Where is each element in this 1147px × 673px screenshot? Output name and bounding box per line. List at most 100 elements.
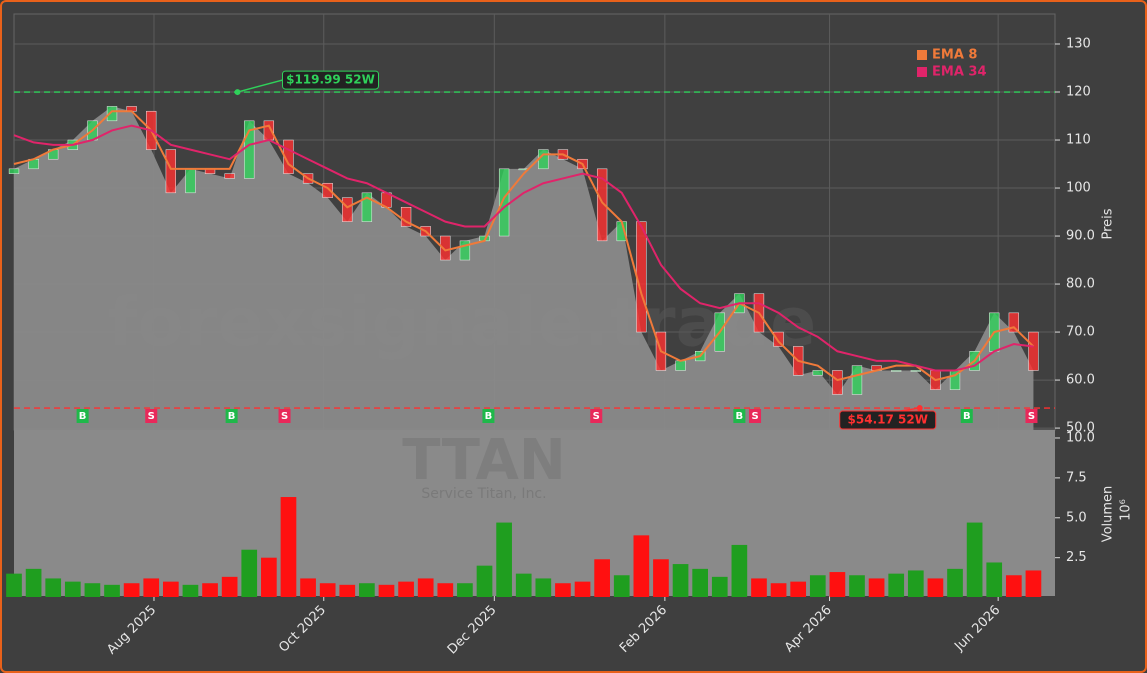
annotation-box bbox=[281, 70, 379, 90]
volume-bar bbox=[809, 575, 826, 597]
volume-bar bbox=[868, 578, 885, 597]
annotation-point bbox=[916, 405, 923, 412]
signal-box bbox=[1025, 409, 1038, 423]
y-tick-label: 90.0 bbox=[1066, 229, 1095, 244]
volume-bar bbox=[25, 568, 42, 597]
price-area bbox=[14, 106, 1034, 430]
legend-swatch bbox=[917, 50, 927, 60]
volume-bar bbox=[300, 578, 316, 597]
watermark-sub: Service Titan, Inc. bbox=[421, 486, 546, 502]
volume-bar bbox=[84, 583, 101, 597]
annotation-point bbox=[234, 89, 241, 96]
signal-label: S bbox=[593, 411, 600, 422]
volume-bar bbox=[496, 522, 512, 597]
candle bbox=[8, 168, 20, 174]
candle bbox=[342, 197, 353, 222]
volume-bar bbox=[280, 497, 297, 597]
x-tick-label: Jun 2026 bbox=[951, 603, 1003, 655]
signal-label: S bbox=[1028, 411, 1035, 422]
signal-box bbox=[733, 409, 746, 423]
x-tick-label: Aug 2025 bbox=[104, 603, 159, 658]
volume-bar bbox=[339, 584, 356, 597]
volume-bar bbox=[672, 564, 689, 597]
y-tick-label: 5.0 bbox=[1066, 510, 1087, 525]
volume-bar bbox=[1025, 570, 1042, 597]
annotation-arrow bbox=[237, 79, 283, 93]
volume-bar bbox=[6, 573, 22, 597]
volume-bar bbox=[398, 581, 414, 597]
candle bbox=[675, 360, 686, 371]
candle bbox=[636, 221, 647, 333]
volume-bar bbox=[221, 576, 238, 597]
y-axis-unit: 10⁶ bbox=[1119, 499, 1134, 521]
legend-swatch bbox=[917, 67, 927, 77]
volume-bar bbox=[319, 583, 336, 597]
signal-box bbox=[145, 409, 158, 423]
volume-bar bbox=[182, 584, 199, 597]
signal-box bbox=[278, 409, 291, 423]
x-tick-label: Feb 2026 bbox=[617, 603, 670, 656]
volume-bar bbox=[594, 559, 610, 597]
candle bbox=[440, 235, 451, 261]
candle bbox=[596, 168, 608, 242]
y-tick-label: 130 bbox=[1066, 37, 1091, 52]
candle bbox=[185, 168, 196, 194]
volume-bar bbox=[241, 549, 258, 597]
volume-bar bbox=[907, 570, 924, 597]
volume-bar bbox=[457, 583, 473, 597]
y-tick-label: 110 bbox=[1066, 133, 1091, 148]
y-tick-label: 10.0 bbox=[1066, 430, 1095, 445]
volume-bar bbox=[574, 581, 591, 597]
legend-label: EMA 8 bbox=[932, 48, 977, 63]
y-tick-label: 80.0 bbox=[1066, 277, 1095, 292]
candle bbox=[1028, 331, 1039, 371]
volume-bar bbox=[515, 573, 532, 597]
annotation-label: $54.17 52W bbox=[848, 413, 928, 427]
volume-bar bbox=[143, 578, 160, 597]
volume-bar bbox=[104, 584, 120, 597]
signal-box bbox=[749, 409, 762, 423]
volume-bar bbox=[711, 576, 728, 597]
signal-box bbox=[482, 409, 495, 423]
volume-bar bbox=[261, 557, 277, 597]
volume-bar bbox=[888, 573, 905, 597]
signal-box bbox=[590, 409, 603, 423]
candle bbox=[322, 182, 333, 198]
y-tick-label: 7.5 bbox=[1066, 470, 1087, 485]
volume-bar bbox=[162, 581, 179, 597]
candle bbox=[361, 192, 373, 222]
y-axis-label: Preis bbox=[1101, 208, 1116, 239]
signal-label: S bbox=[281, 411, 288, 422]
signal-label: S bbox=[751, 411, 758, 422]
volume-bar bbox=[437, 583, 454, 597]
volume-bar bbox=[927, 578, 944, 597]
y-tick-label: 60.0 bbox=[1066, 373, 1095, 388]
candle bbox=[498, 168, 510, 237]
volume-bar bbox=[476, 565, 493, 597]
ema-line bbox=[13, 110, 1035, 382]
volume-bar bbox=[202, 583, 218, 597]
volume-bar bbox=[966, 522, 983, 597]
signal-label: S bbox=[148, 411, 155, 422]
volume-bar bbox=[378, 584, 395, 597]
volume-bar bbox=[731, 544, 748, 597]
y-tick-label: 50.0 bbox=[1066, 421, 1095, 436]
candle bbox=[165, 149, 176, 194]
y-tick-label: 70.0 bbox=[1066, 325, 1095, 340]
signal-label: B bbox=[228, 411, 236, 422]
annotation-box bbox=[839, 410, 937, 430]
ema-line bbox=[13, 124, 1034, 372]
volume-bar bbox=[64, 581, 81, 597]
volume-bar bbox=[947, 568, 963, 597]
volume-bar bbox=[849, 575, 865, 597]
legend-label: EMA 34 bbox=[932, 65, 987, 80]
volume-panel bbox=[14, 430, 1055, 596]
volume-bar bbox=[555, 583, 571, 597]
candle bbox=[812, 370, 823, 376]
volume-bar bbox=[770, 583, 787, 597]
volume-bar bbox=[829, 572, 846, 597]
candle bbox=[832, 370, 843, 395]
signal-label: B bbox=[736, 411, 744, 422]
y-axis-label: Volumen bbox=[1101, 486, 1116, 543]
